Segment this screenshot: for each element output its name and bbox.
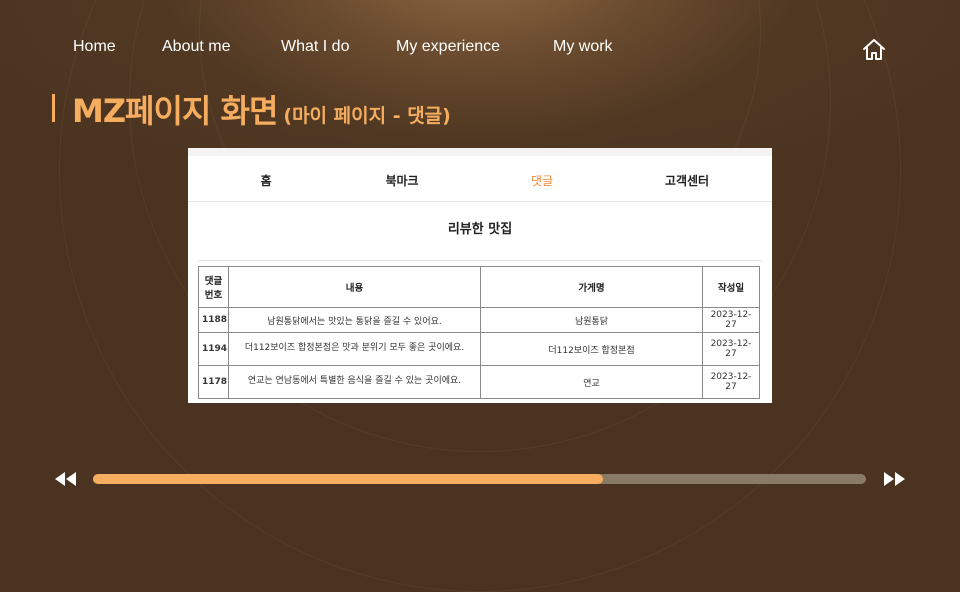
nav-my-work[interactable]: My work — [553, 38, 613, 55]
nav-what-i-do[interactable]: What I do — [281, 38, 350, 55]
rewind-icon[interactable] — [53, 470, 79, 488]
cell-content: 더112보이즈 합정본점은 맛과 분위기 모두 좋은 곳이에요. — [228, 332, 481, 366]
screenshot-tab-comments[interactable]: 댓글 — [530, 174, 554, 188]
media-player — [0, 462, 960, 496]
header-content: 내용 — [228, 266, 481, 308]
home-icon[interactable] — [861, 37, 887, 63]
top-nav: Home About me What I do My experience My… — [0, 38, 960, 64]
cell-id: 1194 — [198, 332, 229, 366]
divider — [198, 260, 762, 261]
header-date: 작성일 — [702, 266, 760, 308]
header-comment-number: 댓글 번호 — [198, 266, 229, 308]
screenshot-heading: 리뷰한 맛집 — [447, 222, 513, 237]
title-accent-bar — [52, 94, 55, 122]
cell-content: 연교는 연남동에서 특별한 음식을 즐길 수 있는 곳이에요. — [228, 365, 481, 399]
cell-store: 연교 — [480, 365, 703, 399]
reviews-table: 댓글 번호 내용 가게명 작성일 1188 남원통닭에서는 맛있는 통닭을 즐길… — [198, 266, 760, 399]
cell-date: 2023-12-27 — [702, 332, 760, 366]
cell-date: 2023-12-27 — [702, 365, 760, 399]
screenshot-tab-bookmark[interactable]: 북마크 — [385, 174, 419, 188]
page-title: MZ페이지 화면 (마이 페이지 - 댓글) — [72, 86, 451, 132]
header-store: 가게명 — [480, 266, 703, 308]
table-row[interactable]: 1178 연교는 연남동에서 특별한 음식을 즐길 수 있는 곳이에요. 연교 … — [198, 365, 760, 399]
table-header-row: 댓글 번호 내용 가게명 작성일 — [198, 266, 760, 308]
nav-my-experience[interactable]: My experience — [396, 38, 501, 55]
fast-forward-icon[interactable] — [881, 470, 907, 488]
page-title-sub: (마이 페이지 - 댓글) — [283, 105, 451, 127]
progress-fill — [93, 474, 604, 484]
table-row[interactable]: 1188 남원통닭에서는 맛있는 통닭을 즐길 수 있어요. 남원통닭 2023… — [198, 307, 760, 333]
screenshot-tab-support[interactable]: 고객센터 — [664, 174, 710, 188]
header-label: 댓글 번호 — [204, 276, 223, 301]
screenshot-panel: 홈 북마크 댓글 고객센터 리뷰한 맛집 댓글 번호 내용 가게명 작성일 11… — [188, 148, 772, 403]
screenshot-tab-bar: 홈 북마크 댓글 고객센터 — [188, 148, 772, 202]
cell-id: 1188 — [198, 307, 229, 333]
cell-content: 남원통닭에서는 맛있는 통닭을 즐길 수 있어요. — [228, 307, 481, 333]
screenshot-tab-home[interactable]: 홈 — [260, 174, 272, 188]
cell-date: 2023-12-27 — [702, 307, 760, 333]
progress-track[interactable] — [93, 474, 866, 484]
cell-store: 남원통닭 — [480, 307, 703, 333]
nav-about-me[interactable]: About me — [162, 38, 231, 55]
table-row[interactable]: 1194 더112보이즈 합정본점은 맛과 분위기 모두 좋은 곳이에요. 더1… — [198, 332, 760, 366]
page-title-main: MZ페이지 화면 — [72, 92, 278, 130]
cell-id: 1178 — [198, 365, 229, 399]
nav-home[interactable]: Home — [73, 38, 116, 55]
cell-store: 더112보이즈 합정본점 — [480, 332, 703, 366]
